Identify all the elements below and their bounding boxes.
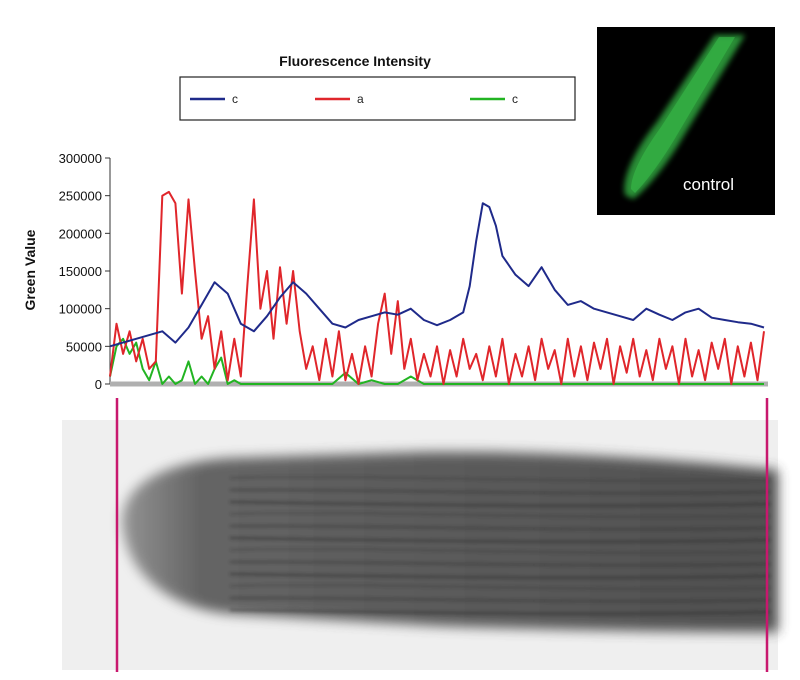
plot-area [109, 190, 765, 385]
root-micrograph [62, 398, 778, 672]
y-tick-label: 150000 [59, 264, 102, 279]
tissue-striation [229, 525, 771, 531]
legend-label-0: c [232, 92, 238, 106]
tissue-striation [229, 608, 771, 615]
y-tick-label: 50000 [66, 339, 102, 354]
series-line-2 [109, 337, 764, 385]
inset-root-glow [624, 35, 745, 199]
series-line-0 [109, 202, 765, 348]
tissue-striation [229, 489, 771, 495]
tissue-striation [229, 536, 771, 543]
y-tick-label: 100000 [59, 302, 102, 317]
tissue-striation [229, 572, 771, 579]
tissue-striation [229, 476, 771, 482]
legend-box [179, 76, 576, 121]
tissue-striation [229, 512, 771, 518]
chart-title: Fluorescence Intensity [279, 53, 431, 69]
series-line-1 [109, 190, 765, 385]
tissue-striation [229, 548, 771, 554]
y-tick-label: 0 [95, 377, 102, 392]
legend-label-2: c [512, 92, 518, 106]
legend-label-1: a [357, 92, 364, 106]
tissue-striation [229, 500, 771, 507]
inset-fluorescence-image: control [597, 27, 775, 215]
tissue-striation [229, 597, 771, 603]
y-tick-label: 200000 [59, 226, 102, 241]
inset-label: control [683, 175, 735, 194]
tissue-striation [229, 584, 771, 590]
y-tick-label: 250000 [59, 189, 102, 204]
tissue-striation [229, 561, 771, 567]
y-axis-label: Green Value [22, 229, 38, 310]
y-tick-label: 300000 [59, 151, 102, 166]
